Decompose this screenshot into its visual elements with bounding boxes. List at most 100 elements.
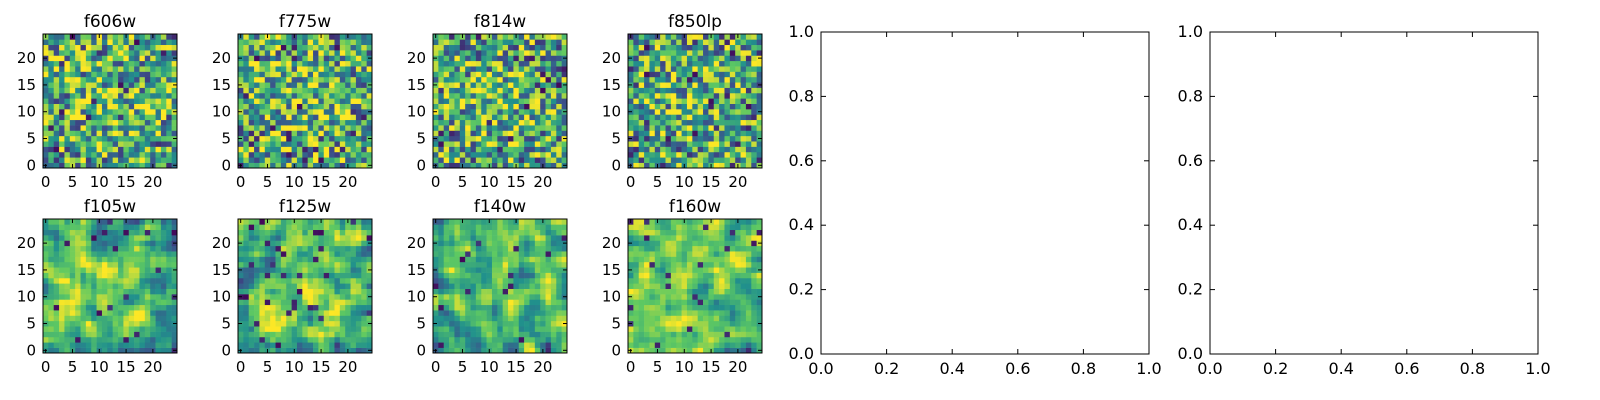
heatmap-cell	[101, 44, 108, 51]
heatmap-cell	[438, 114, 445, 121]
heatmap-cell	[307, 130, 314, 137]
heatmap-cell	[361, 235, 367, 241]
heatmap-cell	[85, 157, 92, 163]
heatmap-cell	[264, 98, 271, 104]
heatmap-cell	[139, 347, 146, 354]
heatmap-cell	[355, 310, 362, 316]
heatmap-cell	[80, 119, 87, 126]
heatmap-cell	[254, 125, 260, 131]
heatmap-cell	[128, 162, 135, 169]
heatmap-cell	[345, 76, 351, 83]
heatmap-cell	[248, 347, 255, 354]
heatmap-cell	[633, 71, 640, 78]
heatmap-cell	[160, 283, 167, 289]
heatmap-cell	[85, 103, 92, 110]
heatmap-cell	[329, 229, 335, 236]
heatmap-cell	[69, 92, 76, 99]
heatmap-cell	[275, 304, 282, 311]
heatmap-cell	[238, 331, 244, 338]
heatmap-cell	[43, 229, 49, 236]
heatmap-cell	[729, 141, 736, 147]
heatmap-cell	[334, 310, 341, 316]
heatmap-cell	[449, 55, 455, 62]
heatmap-cell	[697, 66, 704, 72]
heatmap-cell	[481, 267, 487, 273]
heatmap-cell	[275, 39, 282, 46]
heatmap-cell	[264, 331, 271, 338]
heatmap-cell	[238, 103, 244, 110]
heatmap-cell	[670, 272, 677, 279]
heatmap-cell	[254, 135, 260, 142]
heatmap-cell	[654, 267, 661, 273]
heatmap-cell	[318, 294, 325, 300]
heatmap-cell	[75, 119, 81, 126]
heatmap-cell	[540, 125, 546, 131]
heatmap-cell	[449, 151, 455, 158]
heatmap-cell	[43, 310, 49, 316]
heatmap-cell	[540, 82, 546, 88]
heatmap-cell	[665, 109, 672, 115]
heatmap-cell	[735, 288, 741, 295]
heatmap-cell	[729, 304, 736, 311]
heatmap-cell	[291, 146, 298, 153]
heatmap-cell	[323, 135, 330, 142]
heatmap-cell	[302, 240, 308, 247]
heatmap-cell	[475, 240, 482, 247]
heatmap-cell	[238, 283, 244, 289]
heatmap-cell	[48, 157, 55, 163]
heatmap-cell	[518, 82, 525, 88]
heatmap-cell	[69, 109, 76, 115]
heatmap-cell	[334, 347, 341, 354]
heatmap-cell	[660, 304, 666, 311]
heatmap-cell	[101, 114, 108, 121]
heatmap-cell	[134, 331, 140, 338]
heatmap-cell	[454, 87, 461, 94]
heatmap-cell	[254, 146, 260, 153]
heatmap-cell	[107, 331, 113, 338]
heatmap-cell	[355, 135, 362, 142]
heatmap-cell	[243, 240, 250, 247]
heatmap-cell	[128, 60, 135, 67]
heatmap-cell	[80, 299, 87, 306]
heatmap-cell	[513, 235, 520, 241]
heatmap-cell	[318, 44, 325, 51]
heatmap-cell	[454, 240, 461, 247]
heatmap-cell	[550, 240, 557, 247]
heatmap-cell	[644, 119, 650, 126]
heatmap-cell	[443, 229, 450, 236]
heatmap-cell	[134, 256, 140, 263]
heatmap-cell	[561, 342, 568, 348]
heatmap-cell	[534, 44, 541, 51]
heatmap-cell	[756, 304, 763, 311]
heatmap-cell	[745, 76, 752, 83]
heatmap-cell	[53, 130, 60, 137]
heatmap-cell	[545, 267, 552, 273]
heatmap-cell	[59, 146, 65, 153]
heatmap-cell	[502, 261, 509, 268]
heatmap-cell	[676, 315, 682, 322]
heatmap-cell	[53, 336, 60, 343]
heatmap-cell	[270, 331, 276, 338]
heatmap-cell	[345, 261, 351, 268]
heatmap-cell	[470, 98, 477, 104]
heatmap-cell	[681, 315, 688, 322]
heatmap-cell	[243, 251, 250, 257]
x-tick-label: 10	[285, 358, 304, 376]
heatmap-cell	[307, 39, 314, 46]
heatmap-cell	[491, 157, 498, 163]
heatmap-cell	[355, 256, 362, 263]
heatmap-cell	[534, 336, 541, 343]
heatmap-cell	[134, 66, 140, 72]
heatmap-cell	[128, 326, 135, 332]
x-tick-label: 15	[117, 358, 136, 376]
heatmap-cell	[660, 135, 666, 142]
heatmap-cell	[307, 141, 314, 147]
heatmap-cell	[101, 251, 108, 257]
heatmap-cell	[329, 347, 335, 354]
heatmap-cell	[43, 326, 49, 332]
heatmap-cell	[302, 224, 308, 231]
heatmap-cell	[438, 342, 445, 348]
heatmap-cell	[670, 34, 677, 40]
heatmap-cell	[166, 251, 172, 257]
